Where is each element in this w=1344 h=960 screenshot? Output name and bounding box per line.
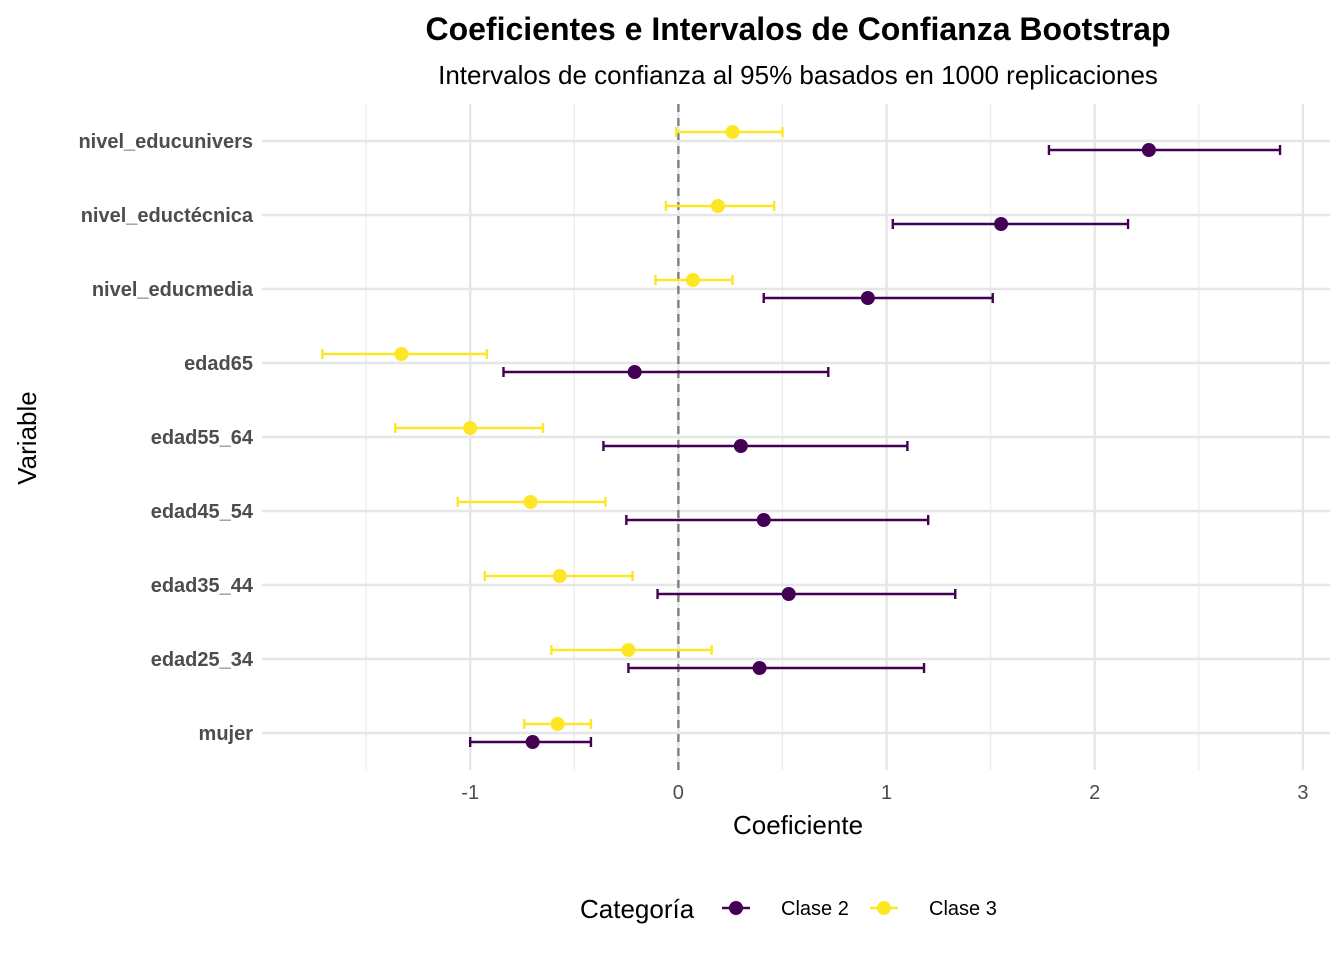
y-tick-label: edad55_64: [151, 427, 254, 449]
data-point: [994, 217, 1009, 231]
data-point: [627, 365, 642, 379]
chart-title: Coeficientes e Intervalos de Confianza B…: [425, 11, 1170, 47]
data-point: [1141, 143, 1156, 157]
data-point: [725, 125, 740, 139]
data-point: [860, 291, 875, 305]
data-point: [710, 199, 725, 213]
x-tick-label: 1: [881, 782, 892, 804]
data-point: [525, 735, 540, 749]
chart-marks: [321, 125, 1282, 749]
chart-subtitle: Intervalos de confianza al 95% basados e…: [438, 60, 1158, 90]
x-tick-label: 3: [1297, 782, 1308, 804]
legend-items: Clase 2 Clase 3: [722, 898, 997, 920]
data-point: [733, 439, 748, 453]
data-point: [523, 495, 538, 509]
y-axis-label: Variable: [12, 391, 42, 484]
legend-title: Categoría: [580, 894, 695, 924]
y-tick-label: nivel_eductécnica: [81, 205, 254, 227]
data-point: [394, 347, 409, 361]
data-point: [685, 273, 700, 287]
legend-item-clase-2: Clase 2: [722, 898, 849, 920]
data-point: [752, 661, 767, 675]
y-tick-label: edad65: [184, 353, 253, 375]
x-tick-label: -1: [461, 782, 479, 804]
legend-key-point: [729, 901, 743, 915]
grid: [262, 104, 1330, 770]
y-tick-label: nivel_educmedia: [92, 279, 254, 301]
data-point: [463, 421, 478, 435]
y-tick-labels: mujer edad25_34 edad35_44 edad45_54 edad55_6…: [78, 131, 253, 745]
x-tick-labels: -1 0 1 2 3: [461, 782, 1308, 804]
x-axis-label: Coeficiente: [733, 810, 863, 840]
y-tick-label: edad35_44: [151, 575, 254, 597]
data-point: [781, 587, 796, 601]
data-point: [621, 643, 636, 657]
data-point: [550, 717, 565, 731]
data-point: [552, 569, 567, 583]
y-tick-label: edad25_34: [151, 649, 254, 671]
x-tick-label: 2: [1089, 782, 1100, 804]
legend-key-point: [877, 901, 891, 915]
y-tick-label: nivel_educunivers: [78, 131, 253, 153]
data-point: [756, 513, 771, 527]
y-tick-label: mujer: [199, 723, 254, 745]
legend: Categoría Clase 2 Clase 3: [580, 894, 997, 924]
legend-item-clase-3: Clase 3: [870, 898, 997, 920]
y-tick-label: edad45_54: [151, 501, 254, 523]
legend-label: Clase 2: [781, 898, 849, 920]
series-clase-3: [321, 125, 784, 731]
legend-label: Clase 3: [929, 898, 997, 920]
series-clase-2: [468, 143, 1282, 749]
x-tick-label: 0: [673, 782, 684, 804]
